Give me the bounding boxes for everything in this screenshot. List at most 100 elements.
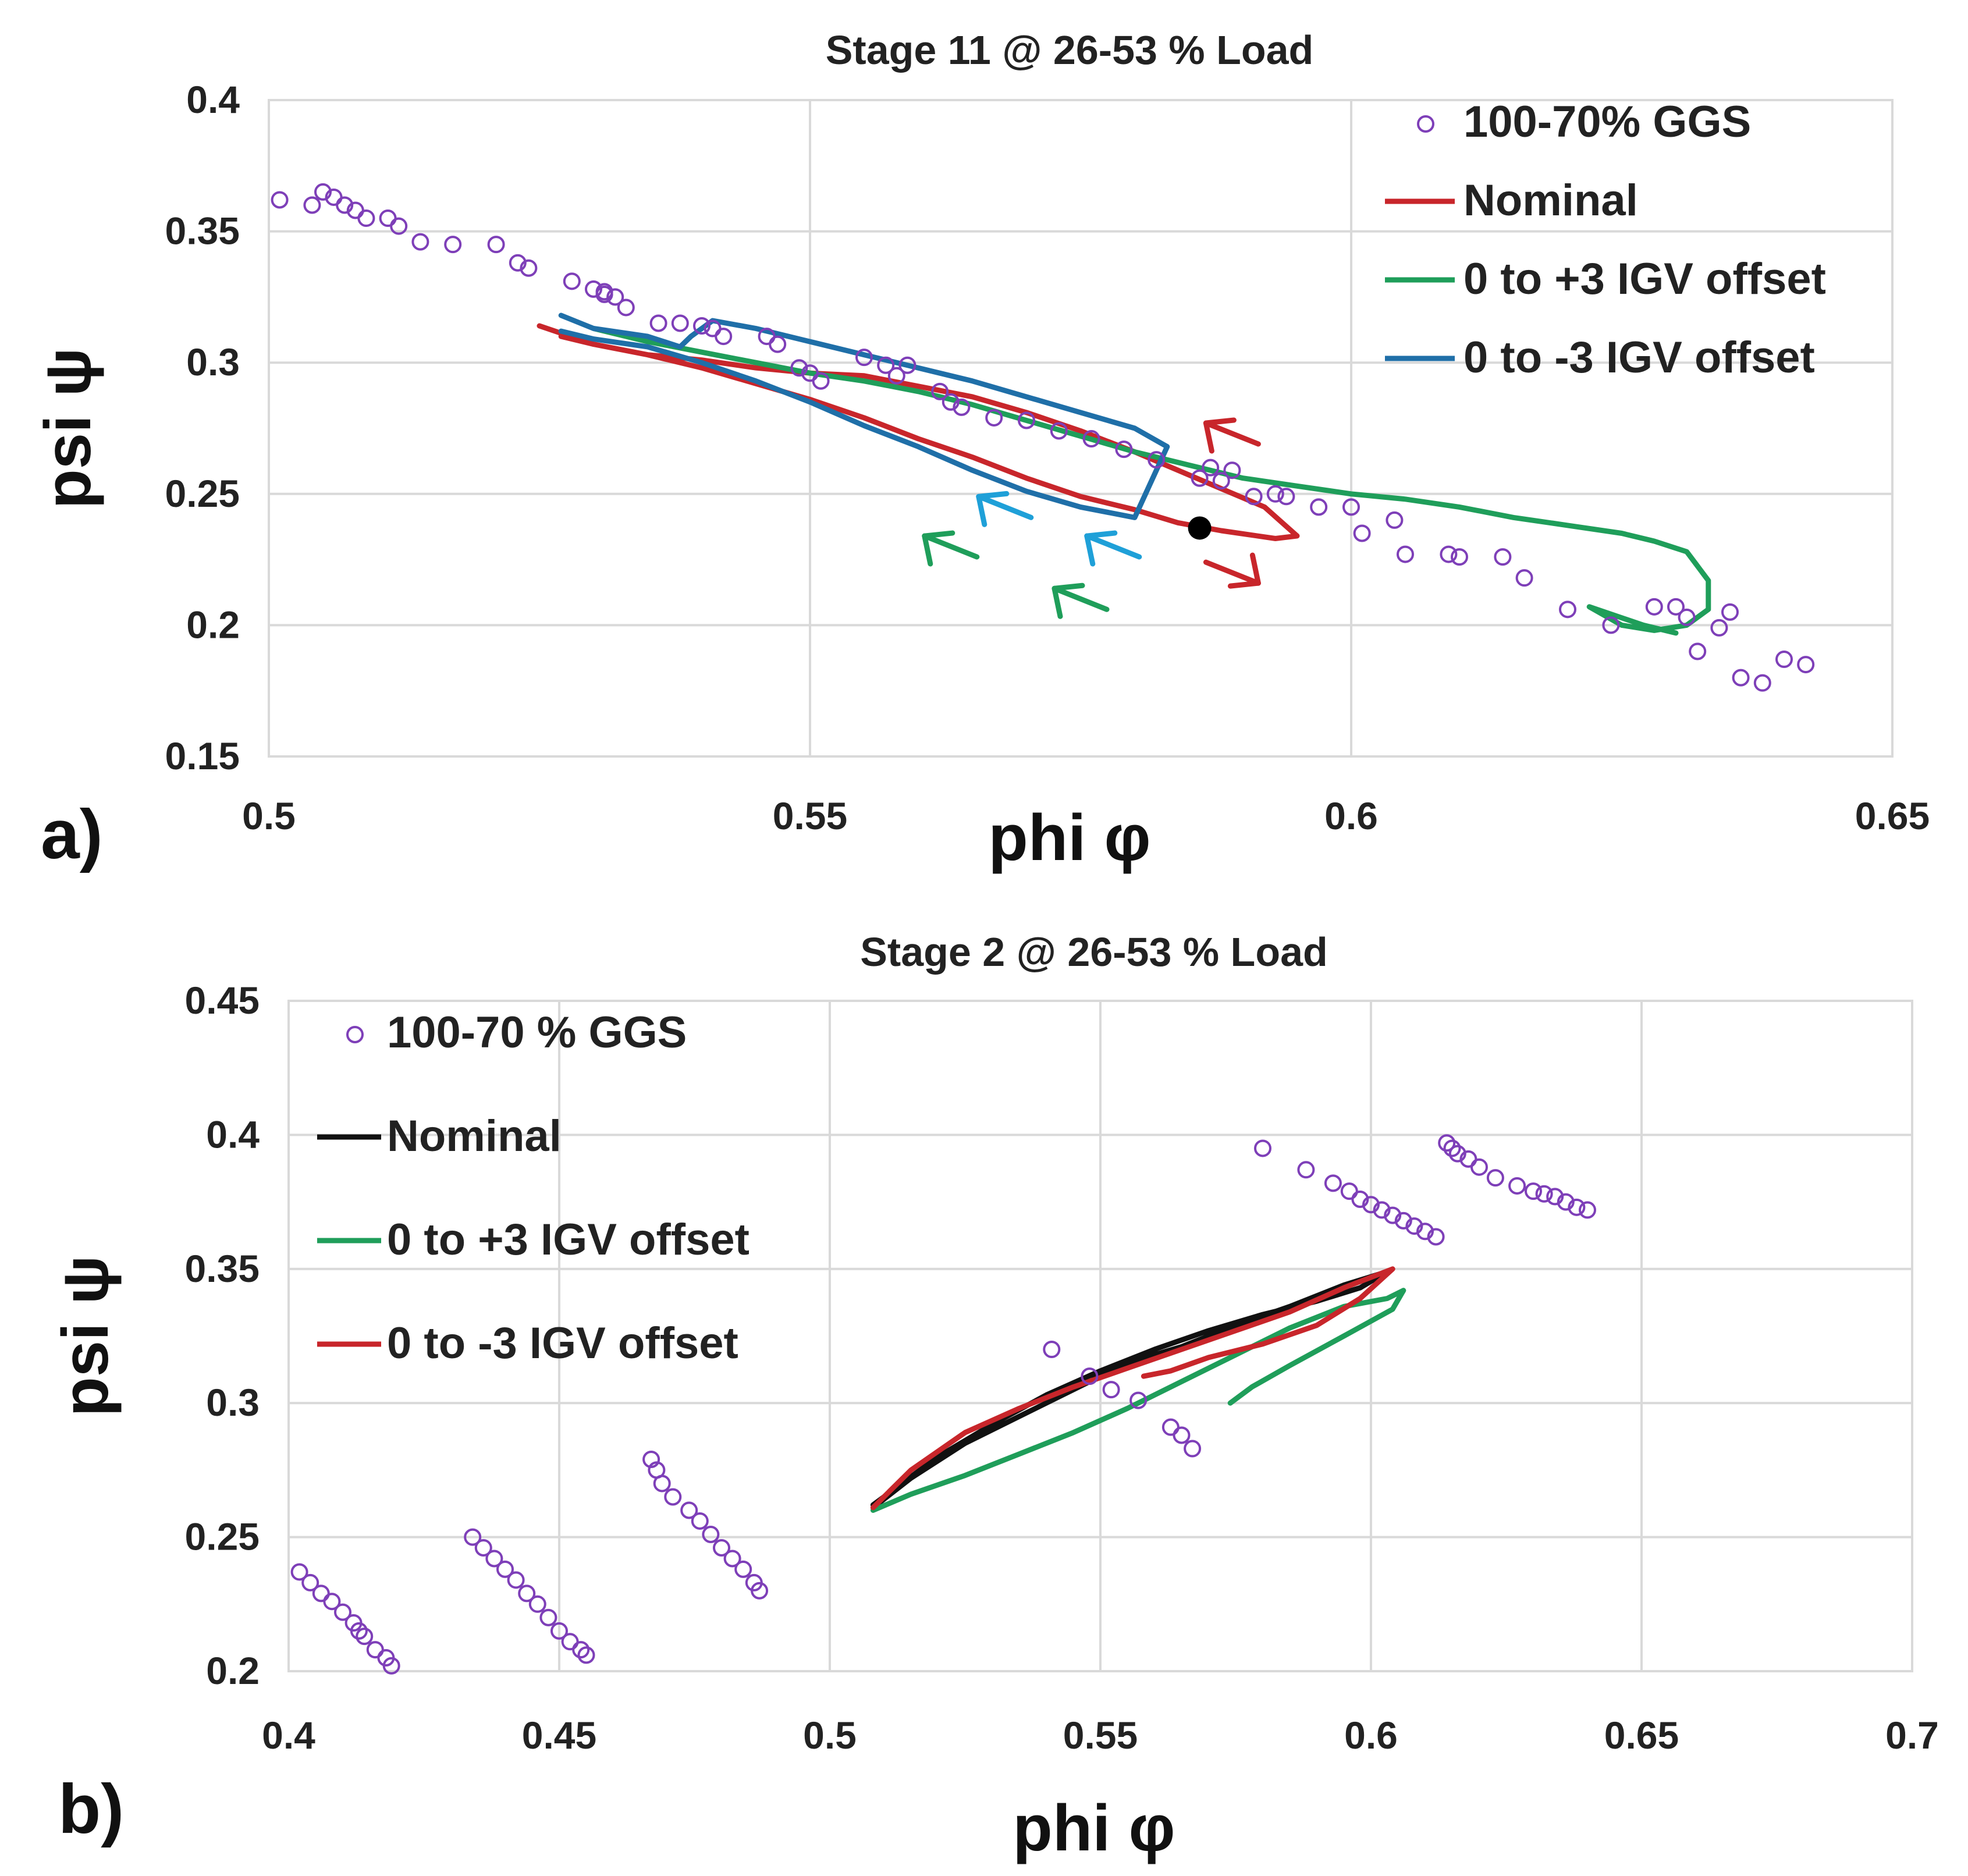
- chart-b-scatter-point: [496, 1560, 514, 1578]
- chart-a-scatter-point: [715, 328, 733, 346]
- chart-b-x-tick-label: 0.65: [1604, 1714, 1679, 1757]
- chart-a-scatter-point: [303, 196, 321, 214]
- chart-a-legend-marker: [1417, 115, 1434, 133]
- chart-a-scatter-point: [1440, 545, 1458, 563]
- chart-a-scatter-point: [931, 382, 949, 400]
- chart-b-y-tick-label: 0.25: [185, 1515, 260, 1558]
- chart-b-title: Stage 2 @ 26-53 % Load: [860, 929, 1328, 975]
- chart-a-y-tick-label: 0.2: [186, 603, 240, 646]
- chart-b-x-tick-label: 0.5: [803, 1714, 857, 1757]
- chart-a-y-tick-label: 0.15: [165, 734, 240, 777]
- chart-b-scatter-point: [1579, 1201, 1596, 1219]
- chart-b-scatter-point: [572, 1641, 590, 1659]
- chart-b-scatter-point: [474, 1539, 492, 1557]
- chart-b-scatter-point: [1362, 1196, 1380, 1214]
- chart-b-scatter-point: [550, 1622, 568, 1640]
- chart-b-y-label: psi ψ: [49, 1255, 122, 1416]
- chart-a-x-tick-label: 0.6: [1324, 794, 1378, 837]
- chart-a-arrow-head: [1227, 552, 1261, 589]
- chart-b-series: [870, 1266, 1406, 1513]
- chart-b-scatter-point: [1525, 1182, 1542, 1200]
- chart-b-scatter-point: [301, 1573, 319, 1591]
- chart-a-scatter-point: [1753, 674, 1771, 692]
- chart-a-scatter-point: [1775, 651, 1793, 669]
- chart-a-x-ticks: 0.5 0.55 0.6 0.65: [242, 794, 1930, 837]
- chart-a-scatter-point: [411, 233, 429, 251]
- chart-b-scatter-point: [1324, 1174, 1342, 1192]
- chart-a-scatter-point: [985, 408, 1003, 427]
- chart-a-scatter-point: [1277, 488, 1295, 506]
- chart-a-arrow-shaft: [1203, 559, 1261, 586]
- chart-b-scatter-point: [507, 1571, 525, 1589]
- chart-a-scatter-point: [649, 314, 667, 332]
- chart-b-scatter-point: [464, 1528, 482, 1546]
- chart-b-legend-label: Nominal: [387, 1111, 562, 1161]
- chart-b-series-line: [870, 1288, 1406, 1513]
- chart-b-scatter-point: [366, 1641, 384, 1659]
- chart-b-scatter-point: [1184, 1440, 1202, 1458]
- chart-b-legend-marker: [346, 1026, 364, 1043]
- chart-a-arrow-shaft: [922, 533, 980, 560]
- chart-b-scatter-point: [664, 1488, 682, 1506]
- chart-b-legend-label: 100-70 % GGS: [387, 1008, 687, 1057]
- chart-a-scatter-point: [898, 356, 916, 374]
- chart-a-y-tick-label: 0.25: [165, 472, 240, 515]
- chart-a-scatter-point: [887, 367, 905, 385]
- chart-b-scatter-point: [1102, 1381, 1120, 1399]
- chart-b-legend: 100-70 % GGS Nominal 0 to +3 IGV offset 0 t…: [317, 1008, 749, 1368]
- chart-a-scatter-point: [1515, 569, 1533, 587]
- chart-b-plot-area: [287, 1000, 1913, 1672]
- chart-b-x-tick-label: 0.55: [1063, 1714, 1138, 1757]
- chart-b-x-tick-label: 0.7: [1885, 1714, 1939, 1757]
- chart-a-arrow-head: [1084, 530, 1118, 567]
- chart-a-scatter-point: [1342, 498, 1360, 516]
- chart-b-x-tick-label: 0.6: [1344, 1714, 1398, 1757]
- chart-b-scatter-point: [1568, 1198, 1586, 1216]
- chart-a-direction-arrow: [922, 530, 980, 567]
- chart-b-scatter-point: [561, 1633, 579, 1651]
- chart-b-scatter-point: [1405, 1217, 1423, 1235]
- chart-a-x-tick-label: 0.5: [242, 794, 296, 837]
- chart-a-arrow-head: [922, 530, 955, 567]
- chart-a: Stage 11 @ 26-53 % Load 0.150.20.250.30.…: [31, 27, 1930, 874]
- chart-b-scatter: [290, 1134, 1596, 1675]
- chart-a-scatter-point: [1212, 472, 1230, 490]
- chart-a-x-tick-label: 0.55: [773, 794, 847, 837]
- chart-a-scatter-point: [379, 209, 397, 228]
- chart-a-scatter-point: [585, 280, 602, 298]
- chart-a-scatter-point: [357, 209, 375, 228]
- chart-b-y-ticks: 0.2 0.25 0.3 0.35 0.4 0.45: [185, 979, 260, 1692]
- chart-a-scatter-point: [617, 299, 635, 317]
- chart-a-scatter-point: [1223, 461, 1241, 479]
- chart-b-scatter-point: [518, 1584, 536, 1603]
- chart-a-scatter-point: [1310, 498, 1328, 516]
- chart-a-scatter-point: [487, 236, 505, 254]
- chart-b-scatter-point: [323, 1593, 341, 1611]
- chart-b-scatter-point: [1448, 1145, 1466, 1163]
- chart-b-y-tick-label: 0.2: [206, 1649, 260, 1692]
- chart-b-x-ticks: 0.4 0.45 0.5 0.55 0.6 0.65 0.7: [262, 1714, 1939, 1757]
- chart-a-legend-label: 0 to -3 IGV offset: [1463, 333, 1815, 382]
- chart-a-series: [537, 312, 1711, 636]
- chart-b-panel-label: b): [58, 1770, 124, 1848]
- chart-a-scatter-point: [1797, 656, 1815, 674]
- chart-b-scatter-point: [1161, 1418, 1180, 1436]
- chart-b-scatter-point: [691, 1512, 709, 1530]
- chart-b-scatter-point: [713, 1539, 730, 1557]
- chart-a-scatter-point: [314, 183, 332, 201]
- chart-a-scatter-point: [1721, 603, 1739, 621]
- chart-b-scatter-point: [1340, 1182, 1358, 1200]
- chart-a-scatter-point: [769, 335, 787, 353]
- chart-b-scatter-point: [356, 1628, 374, 1646]
- chart-b-scatter-point: [1394, 1211, 1412, 1230]
- chart-a-series-line: [558, 312, 1170, 520]
- chart-a-legend-label: 0 to +3 IGV offset: [1463, 254, 1826, 304]
- chart-b-scatter-point: [1438, 1134, 1456, 1152]
- chart-a-scatter-point: [1050, 422, 1068, 440]
- chart-a-annotations: [922, 417, 1261, 619]
- chart-a-direction-arrow: [1203, 417, 1261, 454]
- chart-a-y-label: psi ψ: [31, 347, 104, 509]
- chart-b-scatter-point: [1043, 1341, 1061, 1359]
- chart-a-x-label: phi φ: [988, 801, 1150, 874]
- chart-a-scatter-point: [520, 259, 538, 277]
